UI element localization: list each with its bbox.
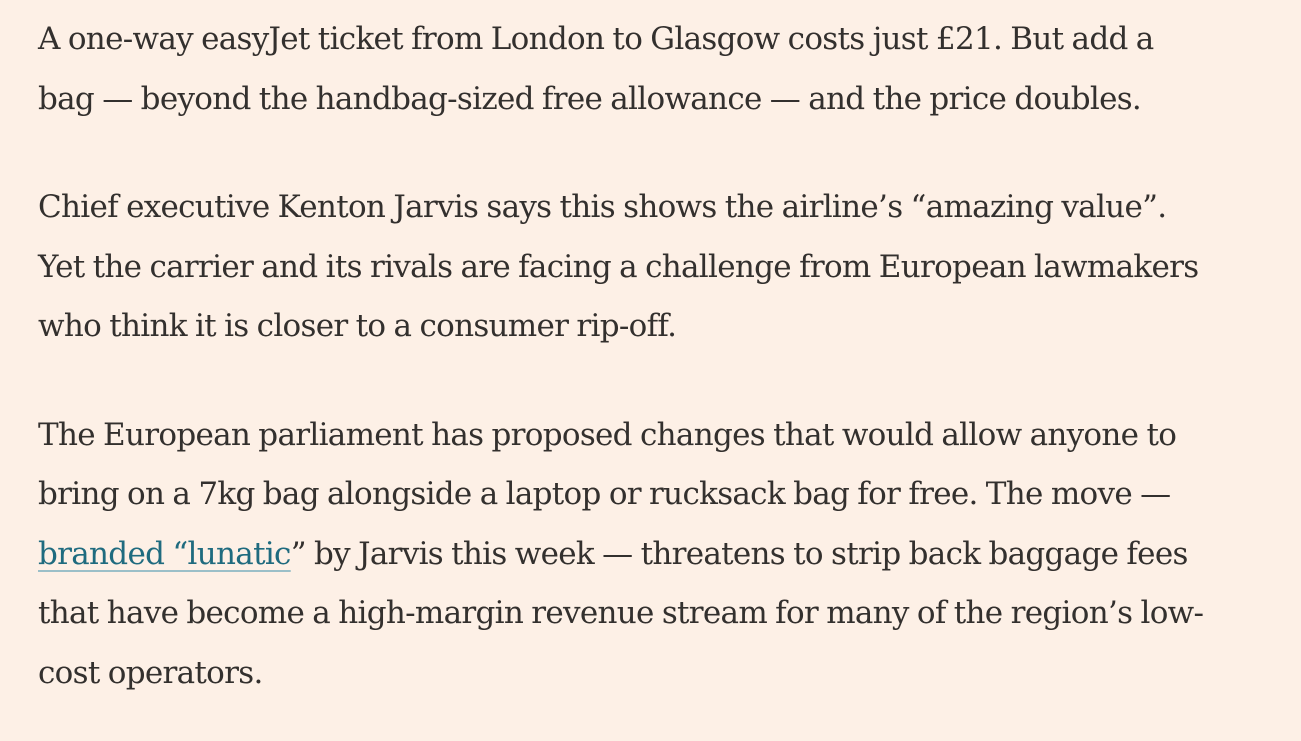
text-line: bag — beyond the handbag-sized free allo…: [38, 80, 1142, 117]
article-body: A one-way easyJet ticket from London to …: [38, 10, 1288, 703]
text-line: Yet the carrier and its rivals are facin…: [38, 248, 1199, 285]
text-line-with-link: branded “lunatic” by Jarvis this week — …: [38, 525, 1288, 585]
text-line: who think it is closer to a consumer rip…: [38, 308, 677, 344]
text-line: that have become a high-margin revenue s…: [38, 595, 1204, 631]
paragraph-ceo-quote: Chief executive Kenton Jarvis says this …: [38, 178, 1288, 357]
text-line: bring on a 7kg bag alongside a laptop or…: [38, 476, 1171, 512]
branded-lunatic-link[interactable]: branded “lunatic: [38, 535, 291, 572]
text-after-link: ” by Jarvis this week — threatens to str…: [290, 535, 1189, 572]
paragraph-ticket-price: A one-way easyJet ticket from London to …: [38, 10, 1288, 129]
text-line: cost operators.: [38, 654, 263, 691]
text-line: A one-way easyJet ticket from London to …: [38, 21, 1154, 57]
text-line: Chief executive Kenton Jarvis says this …: [38, 189, 1167, 225]
text-line: The European parliament has proposed cha…: [38, 416, 1177, 453]
paragraph-parliament-proposal: The European parliament has proposed cha…: [38, 406, 1288, 704]
